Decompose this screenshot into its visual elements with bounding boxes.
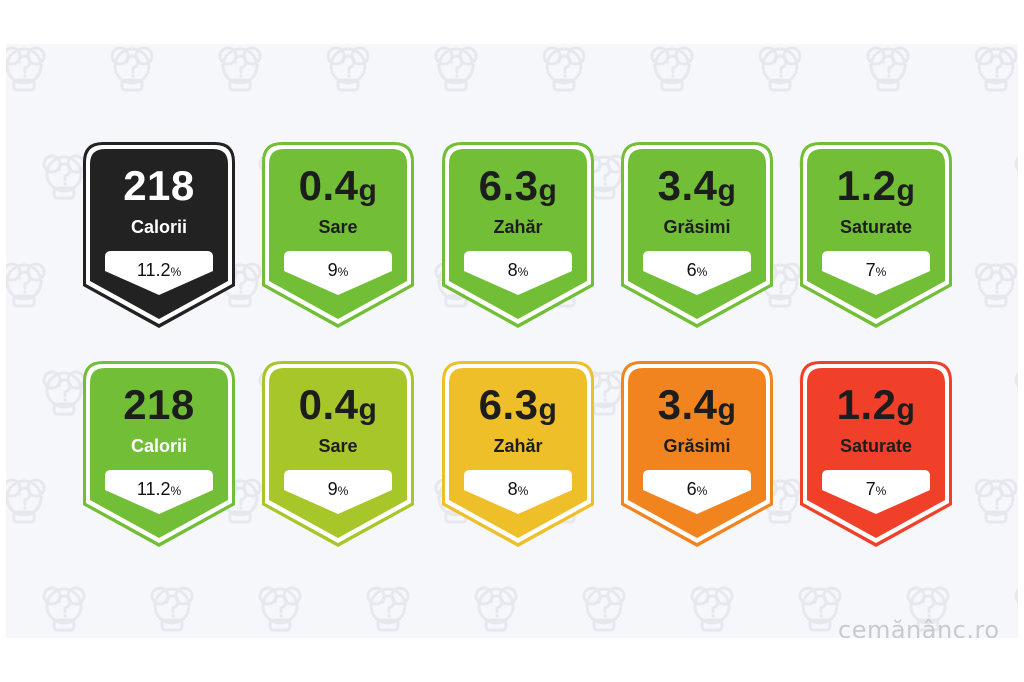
percent-pill — [643, 251, 751, 295]
label-name: Zahăr — [493, 436, 543, 456]
label-value: 1.2g — [836, 381, 916, 428]
label-sugar-yellow: 6.3g Zahăr 8% — [440, 359, 596, 549]
label-percent: 9% — [327, 260, 349, 280]
pattern-chef-hat-icon — [650, 46, 694, 92]
pattern-chef-hat-icon — [1014, 588, 1018, 611]
percent-pill — [822, 470, 930, 514]
percent-pill — [464, 470, 572, 514]
percent-pill — [464, 251, 572, 295]
label-percent: 9% — [327, 479, 349, 499]
label-name: Calorii — [130, 436, 187, 456]
brand-watermark: cemănânc.ro — [838, 616, 1000, 638]
pattern-chef-hat-icon — [798, 586, 842, 632]
pattern-chef-hat-icon — [6, 46, 46, 92]
pattern-chef-hat-icon — [218, 46, 262, 92]
pattern-chef-hat-icon — [110, 46, 154, 92]
pattern-chef-hat-icon — [542, 46, 586, 92]
label-value: 0.4g — [298, 162, 378, 209]
label-percent: 11.2% — [136, 479, 182, 499]
label-shield-shape — [621, 142, 773, 328]
label-percent: 11.2% — [136, 260, 182, 280]
label-value: 218 — [123, 381, 195, 428]
label-shield-shape — [621, 361, 773, 547]
label-shield-shape — [83, 361, 235, 547]
label-name: Saturate — [839, 436, 913, 456]
label-value: 6.3g — [478, 162, 558, 209]
percent-pill — [643, 470, 751, 514]
pattern-chef-hat-icon — [434, 46, 478, 92]
label-shield-shape — [442, 142, 594, 328]
label-value: 3.4g — [657, 381, 737, 428]
percent-pill — [105, 251, 213, 295]
label-percent: 8% — [507, 260, 529, 280]
pattern-chef-hat-icon — [326, 46, 370, 92]
percent-pill — [822, 251, 930, 295]
label-shield-shape — [442, 361, 594, 547]
label-name: Sare — [318, 436, 358, 456]
label-name: Grăsimi — [663, 436, 731, 456]
label-salt-green: 0.4g Sare 9% — [260, 140, 416, 330]
nutrition-labels-canvas: 218 Calorii 11.2% 0.4g Sare 9% 6.3g Zahă… — [6, 44, 1018, 638]
percent-pill — [105, 470, 213, 514]
label-value: 218 — [123, 162, 195, 209]
pattern-chef-hat-icon — [582, 586, 626, 632]
percent-pill — [284, 470, 392, 514]
label-percent: 7% — [865, 479, 887, 499]
label-value: 1.2g — [836, 162, 916, 209]
pattern-chef-hat-icon — [474, 586, 518, 632]
pattern-chef-hat-icon — [42, 154, 86, 200]
label-saturates-green: 1.2g Saturate 7% — [798, 140, 954, 330]
label-calories-dark: 218 Calorii 11.2% — [81, 140, 237, 330]
pattern-chef-hat-icon — [6, 262, 46, 308]
pattern-chef-hat-icon — [1014, 372, 1018, 395]
label-shield-shape — [800, 142, 952, 328]
label-percent: 7% — [865, 260, 887, 280]
label-saturates-red: 1.2g Saturate 7% — [798, 359, 954, 549]
label-name: Calorii — [130, 217, 187, 237]
label-value: 3.4g — [657, 162, 737, 209]
pattern-chef-hat-icon — [866, 46, 910, 92]
pattern-chef-hat-icon — [366, 586, 410, 632]
pattern-chef-hat-icon — [758, 46, 802, 92]
pattern-chef-hat-icon — [6, 478, 46, 524]
label-name: Saturate — [839, 217, 913, 237]
label-name: Sare — [318, 217, 358, 237]
label-name: Zahăr — [493, 217, 543, 237]
pattern-chef-hat-icon — [42, 370, 86, 416]
pattern-chef-hat-icon — [42, 586, 86, 632]
label-shield-shape — [262, 361, 414, 547]
label-fat-green: 3.4g Grăsimi 6% — [619, 140, 775, 330]
label-fat-orange: 3.4g Grăsimi 6% — [619, 359, 775, 549]
label-sugar-green: 6.3g Zahăr 8% — [440, 140, 596, 330]
label-value: 0.4g — [298, 381, 378, 428]
pattern-chef-hat-icon — [974, 478, 1018, 524]
label-percent: 6% — [686, 479, 708, 499]
label-shield-shape — [800, 361, 952, 547]
label-calories-green: 218 Calorii 11.2% — [81, 359, 237, 549]
pattern-chef-hat-icon — [690, 586, 734, 632]
pattern-chef-hat-icon — [150, 586, 194, 632]
pattern-chef-hat-icon — [974, 262, 1018, 308]
label-value: 6.3g — [478, 381, 558, 428]
pattern-chef-hat-icon — [906, 586, 950, 632]
label-shield-shape — [262, 142, 414, 328]
label-shield-shape — [83, 142, 235, 328]
percent-pill — [284, 251, 392, 295]
label-salt-lime: 0.4g Sare 9% — [260, 359, 416, 549]
label-percent: 6% — [686, 260, 708, 280]
label-name: Grăsimi — [663, 217, 731, 237]
label-percent: 8% — [507, 479, 529, 499]
pattern-chef-hat-icon — [258, 586, 302, 632]
pattern-chef-hat-icon — [974, 46, 1018, 92]
pattern-chef-hat-icon — [1014, 156, 1018, 179]
